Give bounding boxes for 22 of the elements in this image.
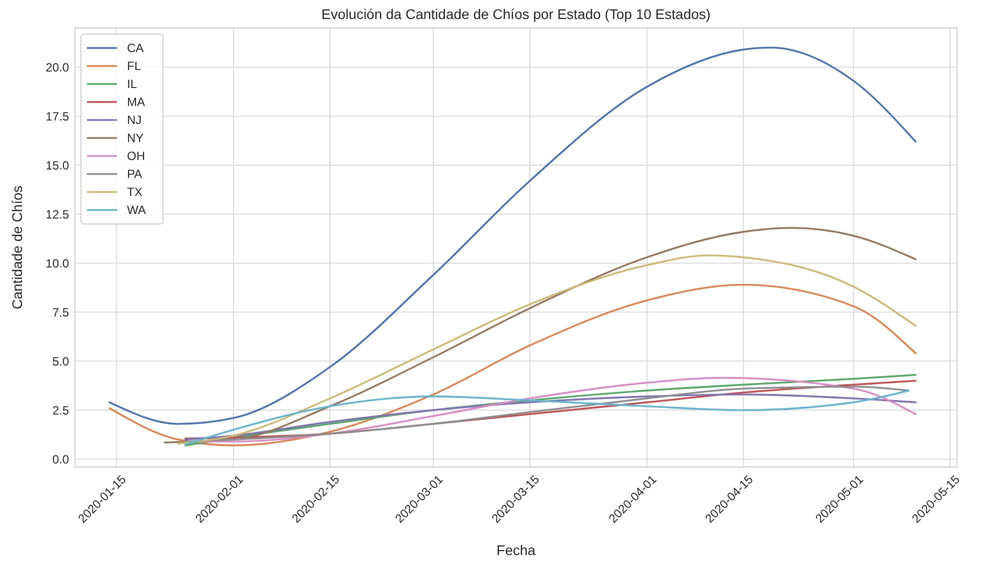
y-tick-label: 0.0 [52,452,70,466]
x-axis-title: Fecha [496,542,536,558]
chart-title: Evolución da Cantidade de Chíos por Estado (Top 10 Estados) [321,6,711,22]
legend-label: PA [127,167,142,181]
legend-label: IL [127,77,138,91]
y-tick-label: 2.5 [52,403,70,418]
legend-label: MA [127,95,145,109]
y-tick-label: 17.5 [46,109,70,124]
y-tick-label: 5.0 [52,354,70,368]
legend-label: NY [127,131,144,145]
y-tick-label: 10.0 [46,256,70,270]
legend-label: NJ [127,113,142,127]
legend-label: TX [127,185,142,199]
y-tick-label: 15.0 [46,158,70,172]
y-axis-title: Cantidade de Chíos [9,186,25,310]
y-tick-label: 20.0 [46,60,70,74]
y-tick-label: 12.5 [46,207,70,222]
legend-label: WA [127,203,146,217]
legend-label: FL [127,59,142,73]
legend-label: OH [127,149,145,163]
y-tick-label: 7.5 [52,305,70,320]
legend-label: CA [127,41,144,55]
